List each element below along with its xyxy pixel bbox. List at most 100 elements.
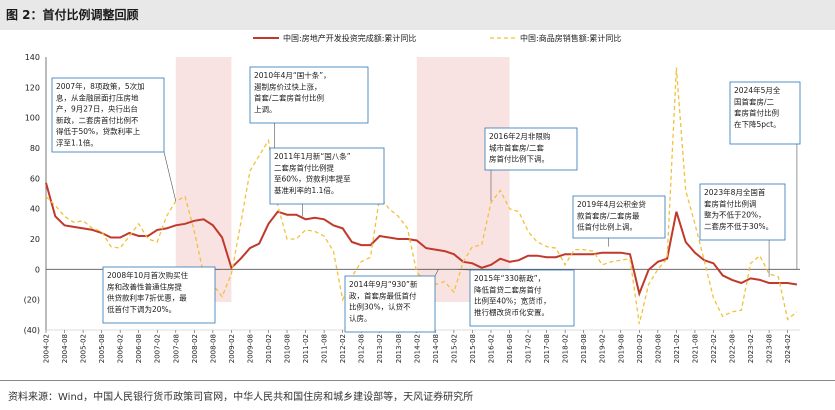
x-tick-label: 2023-08	[766, 334, 774, 363]
annotation-text-a2011: 至60%，贷款利率提至	[274, 174, 351, 184]
series-line-sales	[45, 67, 798, 325]
annotation-leader-a2014	[434, 269, 439, 277]
x-tick-label: 2010-02	[265, 334, 273, 363]
legend-label-2: 中国:商品房销售额:累计同比	[520, 33, 621, 43]
y-tick-label: (20)	[24, 296, 40, 305]
annotation-text-a2015: 降低首贷二套房首付	[474, 284, 542, 294]
annotation-leader-a2007	[163, 151, 177, 202]
annotation-text-a2016: 房首付比例下调。	[489, 154, 549, 164]
shaded-period-1	[175, 57, 232, 302]
annotation-text-a2010: 首套/二套房首付比例	[254, 93, 324, 103]
y-tick-label: 40	[30, 205, 40, 214]
source-divider	[0, 380, 835, 381]
annotation-text-a2015: 2015年“330新政”，	[474, 273, 545, 283]
figure-title: 图 2：首付比例调整回顾	[6, 8, 139, 22]
x-tick-label: 2016-08	[506, 334, 514, 363]
x-tick-label: 2006-08	[135, 334, 143, 363]
annotation-text-a2007: 得低于50%，贷款利率上	[56, 126, 141, 136]
annotation-text-a2007: 浮至1.1倍。	[56, 138, 98, 148]
annotation-text-a2011: 2011年1月新“国八条”	[274, 151, 351, 161]
annotation-text-a2008: 房和改善性普通住房提	[107, 281, 182, 291]
annotation-text-a2015: 比例至40%；宽货币，	[474, 296, 551, 306]
annotation-text-a2011: 二套房首付比例提	[274, 162, 334, 172]
x-tick-label: 2004-08	[61, 334, 69, 363]
annotation-text-a2019: 款首套房/二套房最	[577, 210, 640, 220]
x-tick-label: 2008-08	[209, 334, 217, 363]
annotation-text-a2023: 二套房不低于30%。	[704, 221, 773, 231]
annotation-text-a2014: 政，首套房最低首付	[349, 290, 417, 300]
annotation-box-a2019	[572, 195, 666, 239]
y-tick-label: 60	[30, 174, 40, 183]
x-tick-label: 2007-02	[154, 334, 162, 363]
annotation-box-a2011	[269, 147, 385, 205]
annotation-text-a2007: 产，9月27日，央行出台	[56, 104, 138, 114]
chart-legend: 中国:房地产开发投资完成额:累计同比 中国:商品房销售额:累计同比	[253, 33, 621, 43]
line-chart: (40) (20) 0 20 40 60 80 100 120 140 2004-02 2004-08…	[24, 33, 801, 363]
title-bar	[0, 0, 835, 30]
annotation-text-a2023: 2023年8月全国首	[704, 187, 766, 197]
y-tick-label: 120	[25, 83, 40, 92]
x-tick-label: 2008-02	[191, 334, 199, 363]
x-tick-label: 2013-08	[395, 334, 403, 363]
x-tick-label: 2021-02	[673, 334, 681, 363]
x-tick-label: 2017-02	[525, 334, 533, 363]
annotation-text-a2023: 整为不低于20%，	[704, 210, 766, 220]
source-note: 资料来源：Wind，中国人民银行货币政策司官网，中华人民共和国住房和城乡建设部等…	[8, 392, 474, 403]
annotation-text-a2024: 2024年5月全	[734, 85, 781, 95]
annotation-text-a2019: 2019年4月公积金贷	[577, 199, 646, 209]
annotation-text-a2007: 新政，二套房首付比例不	[56, 115, 139, 125]
annotation-text-a2024: 在下降5pct。	[734, 119, 781, 129]
x-tick-label: 2005-02	[80, 334, 88, 363]
annotation-text-a2011: 基准利率的1.1倍。	[274, 185, 338, 195]
x-tick-label: 2016-02	[487, 334, 495, 363]
x-tick-label: 2012-02	[339, 334, 347, 363]
annotation-text-a2014: 比例30%，认贷不	[349, 302, 411, 312]
x-tick-label: 2024-02	[784, 334, 792, 363]
annotation-text-a2008: 低首付下调为20%。	[107, 304, 176, 314]
annotation-text-a2010: 上调。	[254, 105, 277, 114]
annotation-box-a2016	[484, 127, 578, 171]
annotation-text-a2008: 供贷款利率7折优惠，最	[107, 293, 187, 303]
annotation-text-a2024: 国首套房/二	[734, 96, 775, 106]
x-tick-label: 2017-08	[543, 334, 551, 363]
x-tick-label: 2007-08	[172, 334, 180, 363]
annotation-text-a2007: 2007年，8项政策，5次加	[56, 81, 145, 91]
x-tick-label: 2011-08	[321, 334, 329, 363]
x-tick-label: 2015-08	[469, 334, 477, 363]
x-tick-label: 2018-02	[562, 334, 570, 363]
chart-lines	[45, 67, 798, 325]
y-tick-label: 80	[30, 144, 40, 153]
y-tick-label: 20	[30, 235, 40, 244]
x-tick-label: 2019-02	[599, 334, 607, 363]
y-tick-label: 140	[25, 53, 40, 62]
x-tick-label: 2011-02	[302, 334, 310, 363]
shaded-period-2	[416, 57, 510, 302]
x-tick-label: 2019-08	[617, 334, 625, 363]
annotation-box-a2024	[729, 81, 801, 145]
x-tick-label: 2018-08	[580, 334, 588, 363]
annotation-box-a2008	[102, 266, 216, 324]
x-tick-label: 2004-02	[43, 334, 51, 363]
annotation-text-a2008: 2008年10月首次购买住	[107, 270, 189, 280]
x-tick-label: 2022-08	[729, 334, 737, 363]
x-tick-label: 2005-08	[98, 334, 106, 363]
annotation-text-a2010: 遏制房价过快上涨，	[254, 81, 322, 91]
x-tick-label: 2022-02	[710, 334, 718, 363]
chart-axes: (40) (20) 0 20 40 60 80 100 120 140 2004-02 2004-08…	[24, 53, 800, 363]
annotation-text-a2015: 推行棚改货币化安置。	[474, 307, 549, 317]
annotation-text-a2024: 套房首付比例	[734, 108, 779, 118]
x-tick-label: 2014-08	[432, 334, 440, 363]
x-tick-label: 2021-08	[691, 334, 699, 363]
annotation-box-a2023	[699, 183, 786, 241]
x-tick-label: 2023-02	[747, 334, 755, 363]
x-tick-label: 2009-02	[228, 334, 236, 363]
annotation-text-a2019: 低首付比例上调。	[577, 222, 637, 232]
x-tick-label: 2012-08	[358, 334, 366, 363]
x-tick-label: 2010-08	[284, 334, 292, 363]
y-tick-label: 100	[25, 114, 40, 123]
annotation-text-a2014: 2014年9月“930”新	[349, 279, 418, 289]
annotation-box-a2007	[51, 77, 165, 153]
annotation-text-a2023: 套房首付比例调	[704, 198, 757, 208]
annotation-text-a2016: 城市首套房/二套	[489, 142, 545, 152]
annotation-box-a2015	[469, 269, 575, 327]
